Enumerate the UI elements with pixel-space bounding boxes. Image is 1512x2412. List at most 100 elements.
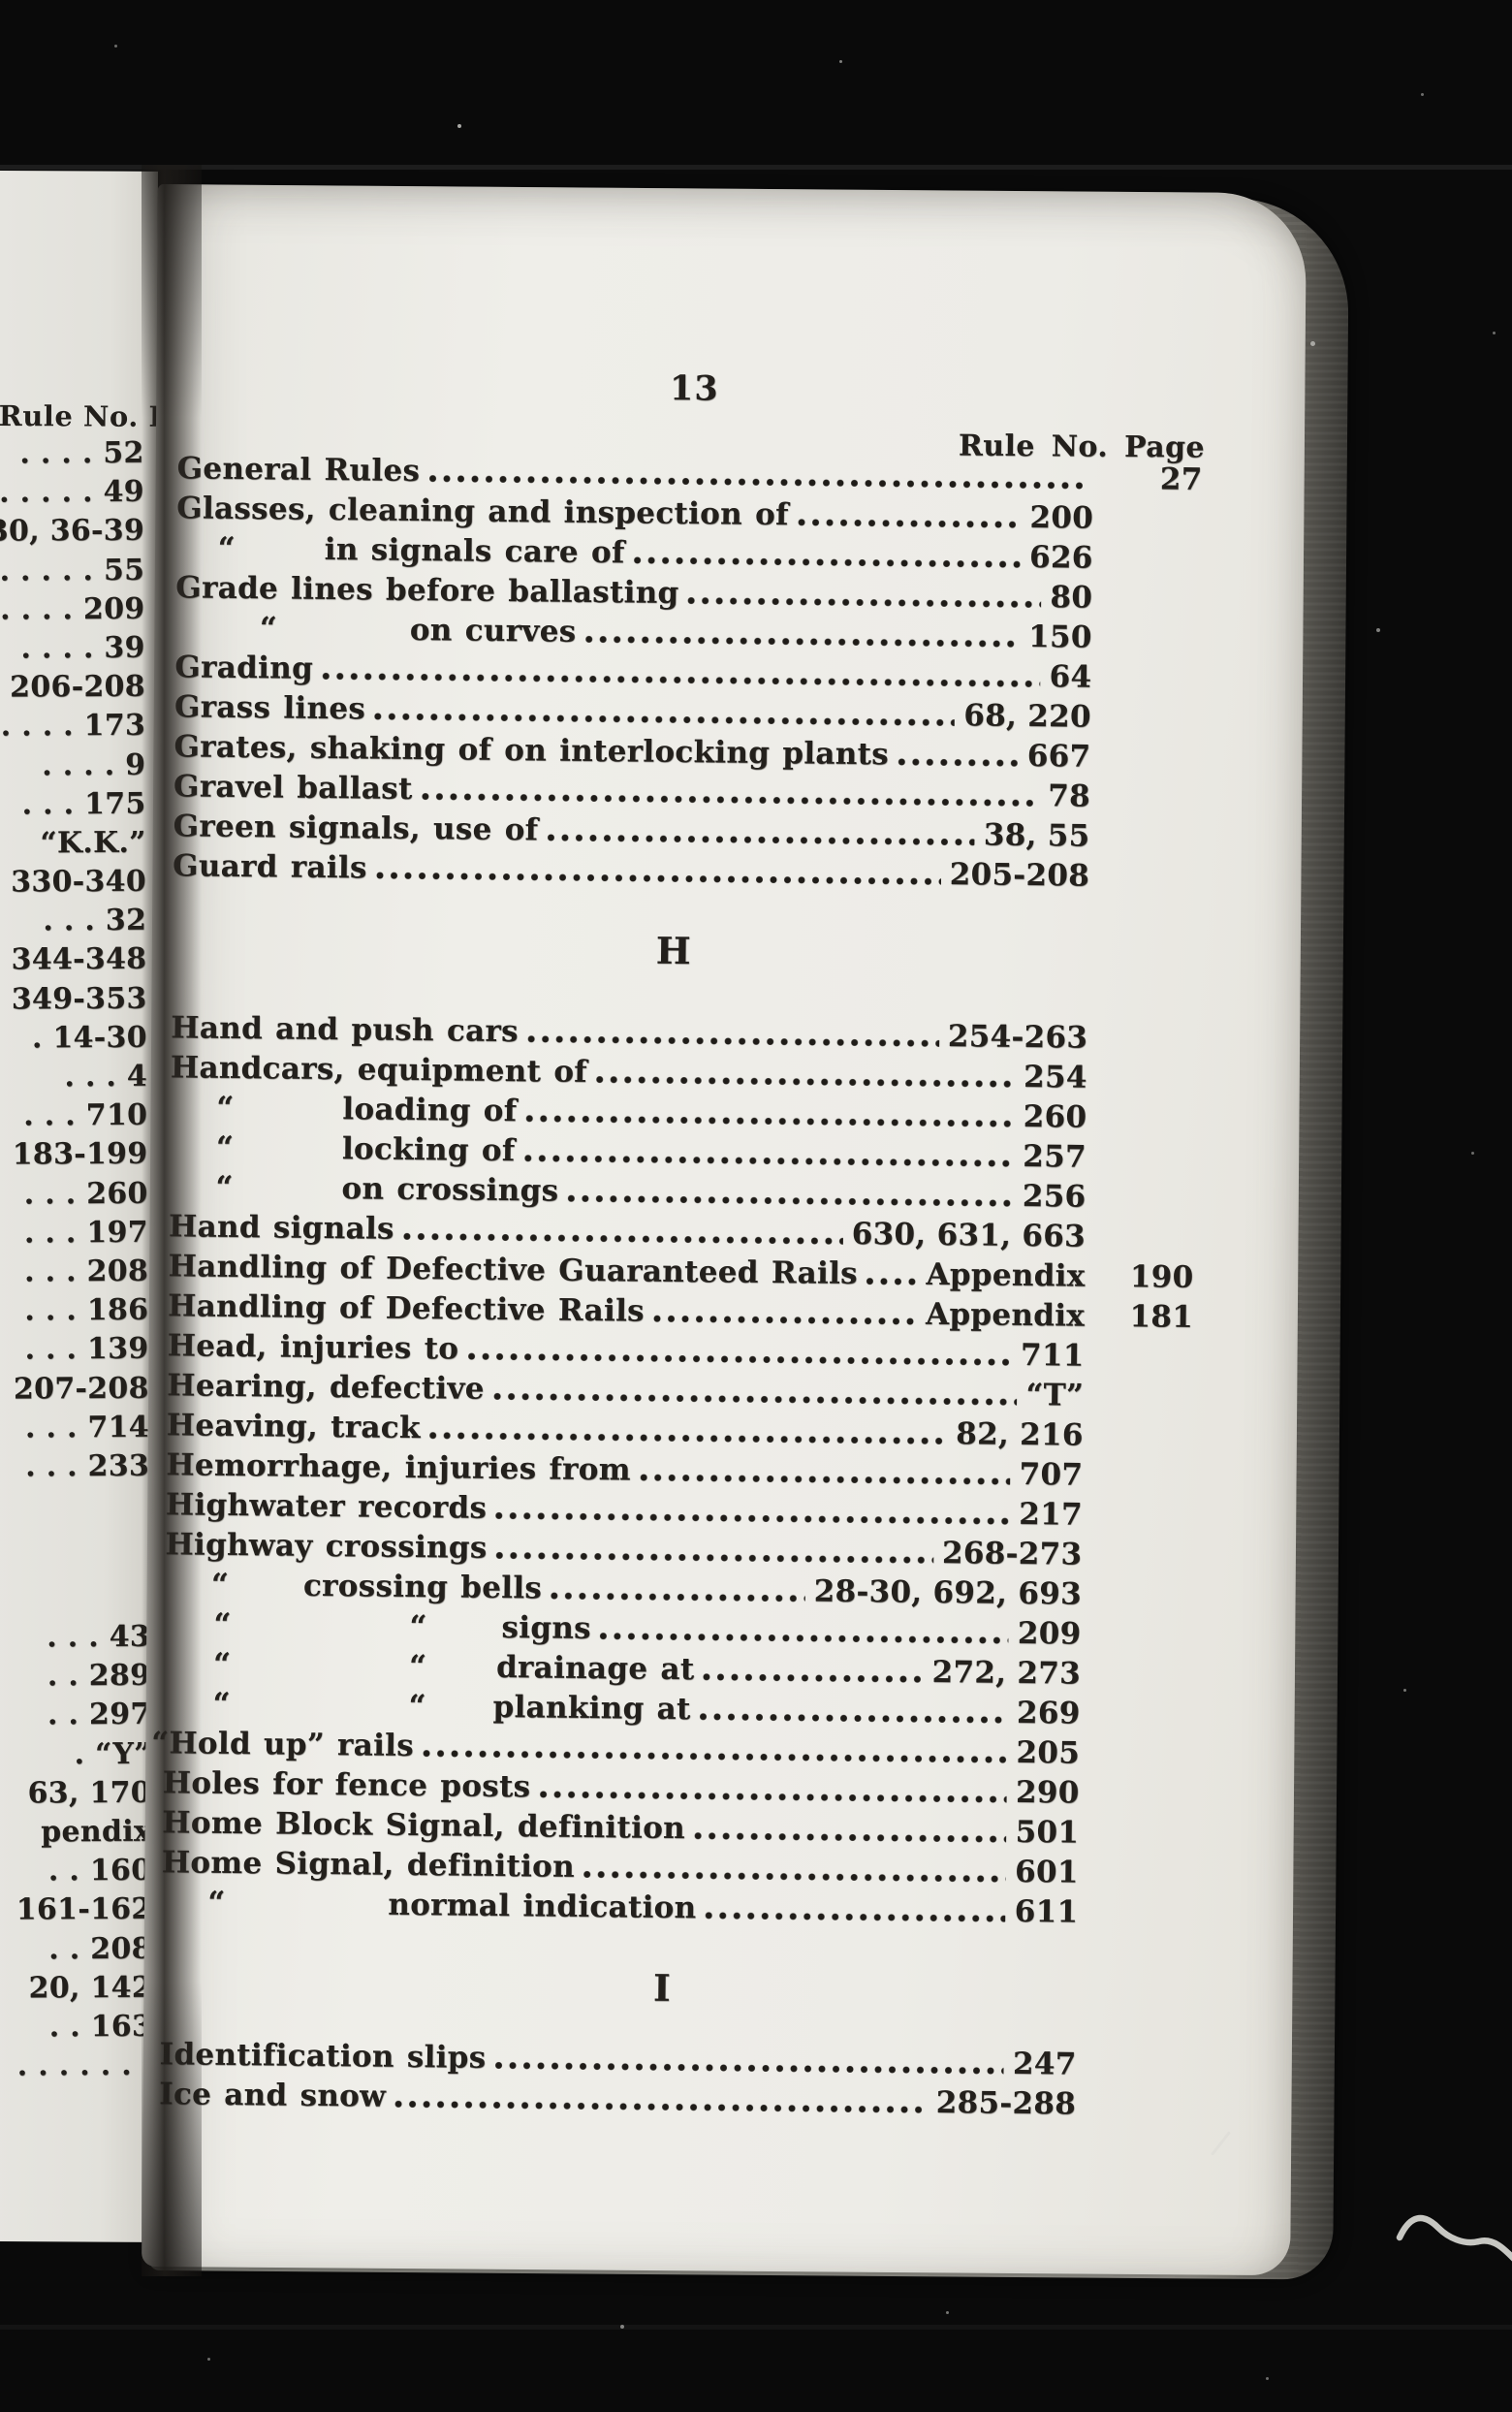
ditto-mark: “ xyxy=(212,1686,231,1722)
left-column-row: . . . 208 xyxy=(24,1254,149,1289)
left-column-row: . . . . 173 xyxy=(0,709,146,744)
rule-number: 630, 631, 663 xyxy=(851,1216,1087,1254)
ditto-mark: “ xyxy=(215,1169,234,1205)
page-number-value xyxy=(1082,1604,1190,1605)
page-number-value xyxy=(1087,1088,1196,1089)
entry-label: drainage at xyxy=(495,1649,695,1688)
page-number-value xyxy=(1078,1922,1186,1923)
ditto-mark: “ xyxy=(408,1688,426,1725)
rule-number: 285-288 xyxy=(935,2084,1077,2122)
entry-label: Handcars, equipment of xyxy=(170,1050,588,1090)
page-number-value xyxy=(1080,1763,1188,1764)
rule-number: 254 xyxy=(1023,1059,1087,1095)
dot-leader xyxy=(375,870,941,887)
page-number-value xyxy=(1087,1127,1195,1128)
dust-speck xyxy=(1493,332,1496,334)
dot-leader xyxy=(394,2098,928,2115)
left-column-row: . “Y” xyxy=(74,1736,151,1771)
dot-leader xyxy=(687,595,1042,611)
page-number-value xyxy=(1090,767,1199,768)
backdrop-lower-line xyxy=(0,2325,1512,2330)
rule-number: 268-273 xyxy=(941,1535,1083,1572)
dust-speck xyxy=(620,2325,624,2329)
entry-label: Highwater records xyxy=(165,1487,488,1526)
rule-number: 38, 55 xyxy=(983,817,1090,854)
page-number-value xyxy=(1079,1883,1187,1884)
entry-label: Heaving, track xyxy=(166,1408,421,1446)
entry-label: Home Block Signal, definition xyxy=(162,1805,686,1847)
dot-leader xyxy=(699,1711,1008,1726)
page-number-value: 190 xyxy=(1129,1259,1194,1295)
dot-leader xyxy=(547,832,975,848)
page-number-value xyxy=(1091,687,1200,688)
entry-label: in signals care of xyxy=(324,531,625,571)
ditto-mark: “ xyxy=(216,1090,235,1126)
rule-number: 150 xyxy=(1027,619,1092,655)
dot-leader xyxy=(495,1549,933,1566)
left-column-row: . 14-30 xyxy=(31,1020,147,1056)
page-number-value xyxy=(1087,1167,1195,1168)
ditto-mark: “ xyxy=(408,1648,427,1685)
dot-leader xyxy=(599,1631,1009,1646)
left-column-row: . . . . 52 xyxy=(19,435,144,471)
dot-leader xyxy=(494,2059,1004,2077)
rule-number: 667 xyxy=(1026,738,1091,775)
rule-number: 82, 216 xyxy=(955,1416,1084,1453)
dot-leader xyxy=(402,1230,843,1247)
left-column-row: . . . 186 xyxy=(24,1292,149,1328)
ditto-mark: “ xyxy=(207,1885,226,1920)
left-column-row: . . 289 xyxy=(47,1659,151,1694)
left-column-row: 207-208 xyxy=(13,1371,149,1406)
rule-number: 601 xyxy=(1014,1854,1079,1890)
rule-number: 501 xyxy=(1015,1814,1080,1851)
entry-label: Home Signal, definition xyxy=(161,1845,576,1885)
index-page: 13 Rule No. Page General Rules 27 Glasses,… xyxy=(142,184,1307,2276)
page-number-value xyxy=(1090,807,1199,808)
page-number-value xyxy=(1092,648,1201,649)
rule-number: 68, 220 xyxy=(963,698,1092,735)
rule-number: 272, 273 xyxy=(931,1654,1082,1692)
page-number-value xyxy=(1084,1445,1192,1446)
dust-speck xyxy=(1266,2377,1269,2380)
dot-leader xyxy=(703,1671,924,1685)
left-column-row: . . . 197 xyxy=(23,1215,148,1251)
page-number-value xyxy=(1092,608,1201,609)
rule-number: 611 xyxy=(1014,1893,1079,1930)
left-column-row: 161-162 xyxy=(16,1892,152,1927)
dust-speck xyxy=(114,45,117,48)
entry-label: Guard rails xyxy=(172,848,367,886)
left-column-row: . . . . 209 xyxy=(0,591,145,627)
left-column-row: . . . 233 xyxy=(25,1448,150,1484)
entry-label: Hand signals xyxy=(168,1209,394,1247)
page-number-value xyxy=(1081,1684,1189,1685)
page-number: 13 xyxy=(669,368,719,409)
page-number-value xyxy=(1085,1366,1193,1367)
dot-leader xyxy=(373,711,956,729)
left-column-row: . . . . 9 xyxy=(42,747,146,782)
entry-label: Hemorrhage, injuries from xyxy=(166,1447,632,1488)
page-number-value: 181 xyxy=(1129,1299,1194,1335)
left-column-row: . 344-348 xyxy=(0,942,147,978)
ditto-mark: “ xyxy=(217,530,236,566)
entry-label: Grass lines xyxy=(173,689,366,727)
dust-speck xyxy=(1403,1689,1406,1692)
ditto-mark: “ xyxy=(259,611,277,647)
left-column-row: . . . . . 49 xyxy=(0,474,144,510)
left-column-row: 63, 170 xyxy=(27,1775,152,1811)
page-number-value xyxy=(1086,1207,1194,1208)
rule-number: 707 xyxy=(1019,1456,1084,1493)
rule-number: 205 xyxy=(1016,1734,1081,1771)
left-column-row: 183-199 xyxy=(12,1137,148,1172)
page-number-value xyxy=(1093,528,1202,529)
entry-label: Hand and push cars xyxy=(171,1010,520,1050)
dot-leader xyxy=(539,1789,1008,1805)
rule-number: 260 xyxy=(1023,1098,1087,1135)
dust-speck xyxy=(1310,341,1315,346)
left-column-row: 20, 142 xyxy=(28,1970,153,2006)
dot-leader xyxy=(523,1153,1015,1169)
rule-number: Appendix xyxy=(926,1256,1086,1294)
entry-label: Handling of Defective Rails xyxy=(167,1288,646,1329)
entry-label: on crossings xyxy=(341,1171,559,1209)
entry-label: Gravel ballast xyxy=(173,769,413,807)
